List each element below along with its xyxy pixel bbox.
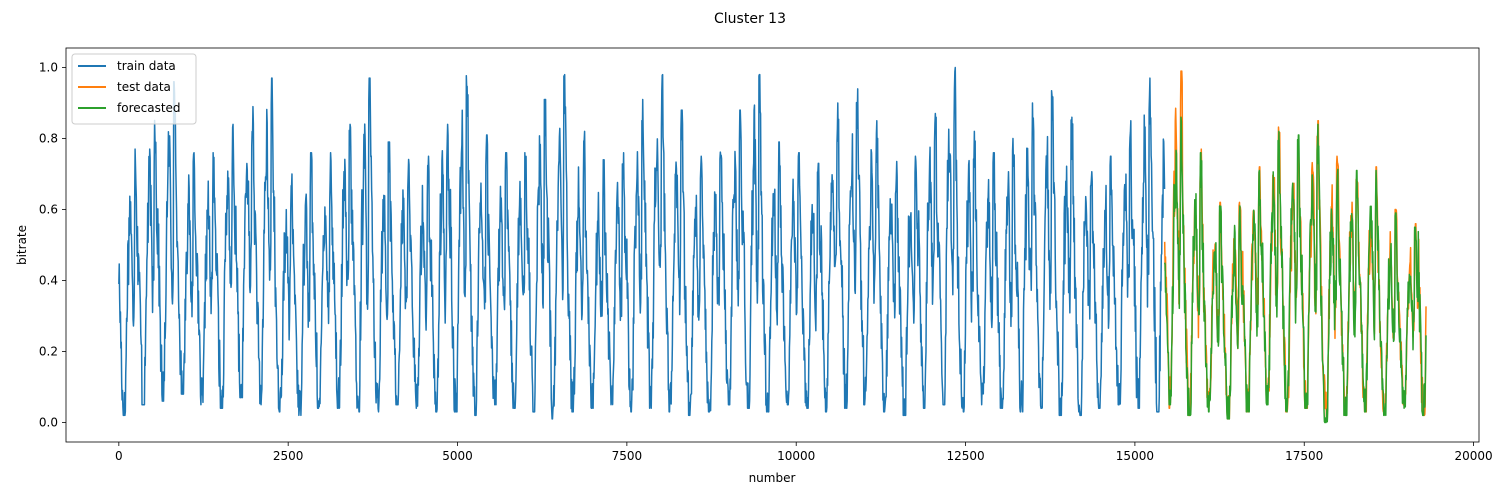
axis-layer: 0 2500 5000 7500 10000 12500 15000 17500 20000 0.…	[39, 61, 1493, 463]
y-axis-label: bitrate	[15, 225, 29, 265]
y-tick-label: 0.2	[39, 344, 58, 358]
series-line-train-data	[118, 66, 1166, 420]
series-layer	[118, 66, 1427, 424]
legend-label: test data	[117, 80, 171, 94]
plot-border	[65, 47, 1480, 443]
legend-box	[71, 53, 197, 125]
x-tick-label: 20000	[1454, 449, 1492, 463]
legend-label: forecasted	[117, 101, 181, 115]
x-tick-label: 5000	[442, 449, 473, 463]
legend: train data test data forecasted	[71, 53, 197, 125]
y-tick-label: 0.0	[39, 415, 58, 429]
x-tick-label: 10000	[777, 449, 815, 463]
y-tick-label: 0.8	[39, 132, 58, 146]
series-line-forecasted	[1163, 116, 1427, 424]
x-tick-label: 0	[115, 449, 123, 463]
y-tick-label: 0.4	[39, 273, 58, 287]
x-tick-label: 15000	[1116, 449, 1154, 463]
x-tick-label: 2500	[273, 449, 304, 463]
x-tick-label: 17500	[1285, 449, 1323, 463]
y-tick-label: 0.6	[39, 203, 58, 217]
legend-label: train data	[117, 59, 176, 73]
chart-title: Cluster 13	[714, 11, 786, 27]
x-axis-label: number	[749, 471, 796, 485]
x-tick-label: 12500	[946, 449, 984, 463]
x-tick-label: 7500	[612, 449, 643, 463]
y-tick-label: 1.0	[39, 61, 58, 75]
